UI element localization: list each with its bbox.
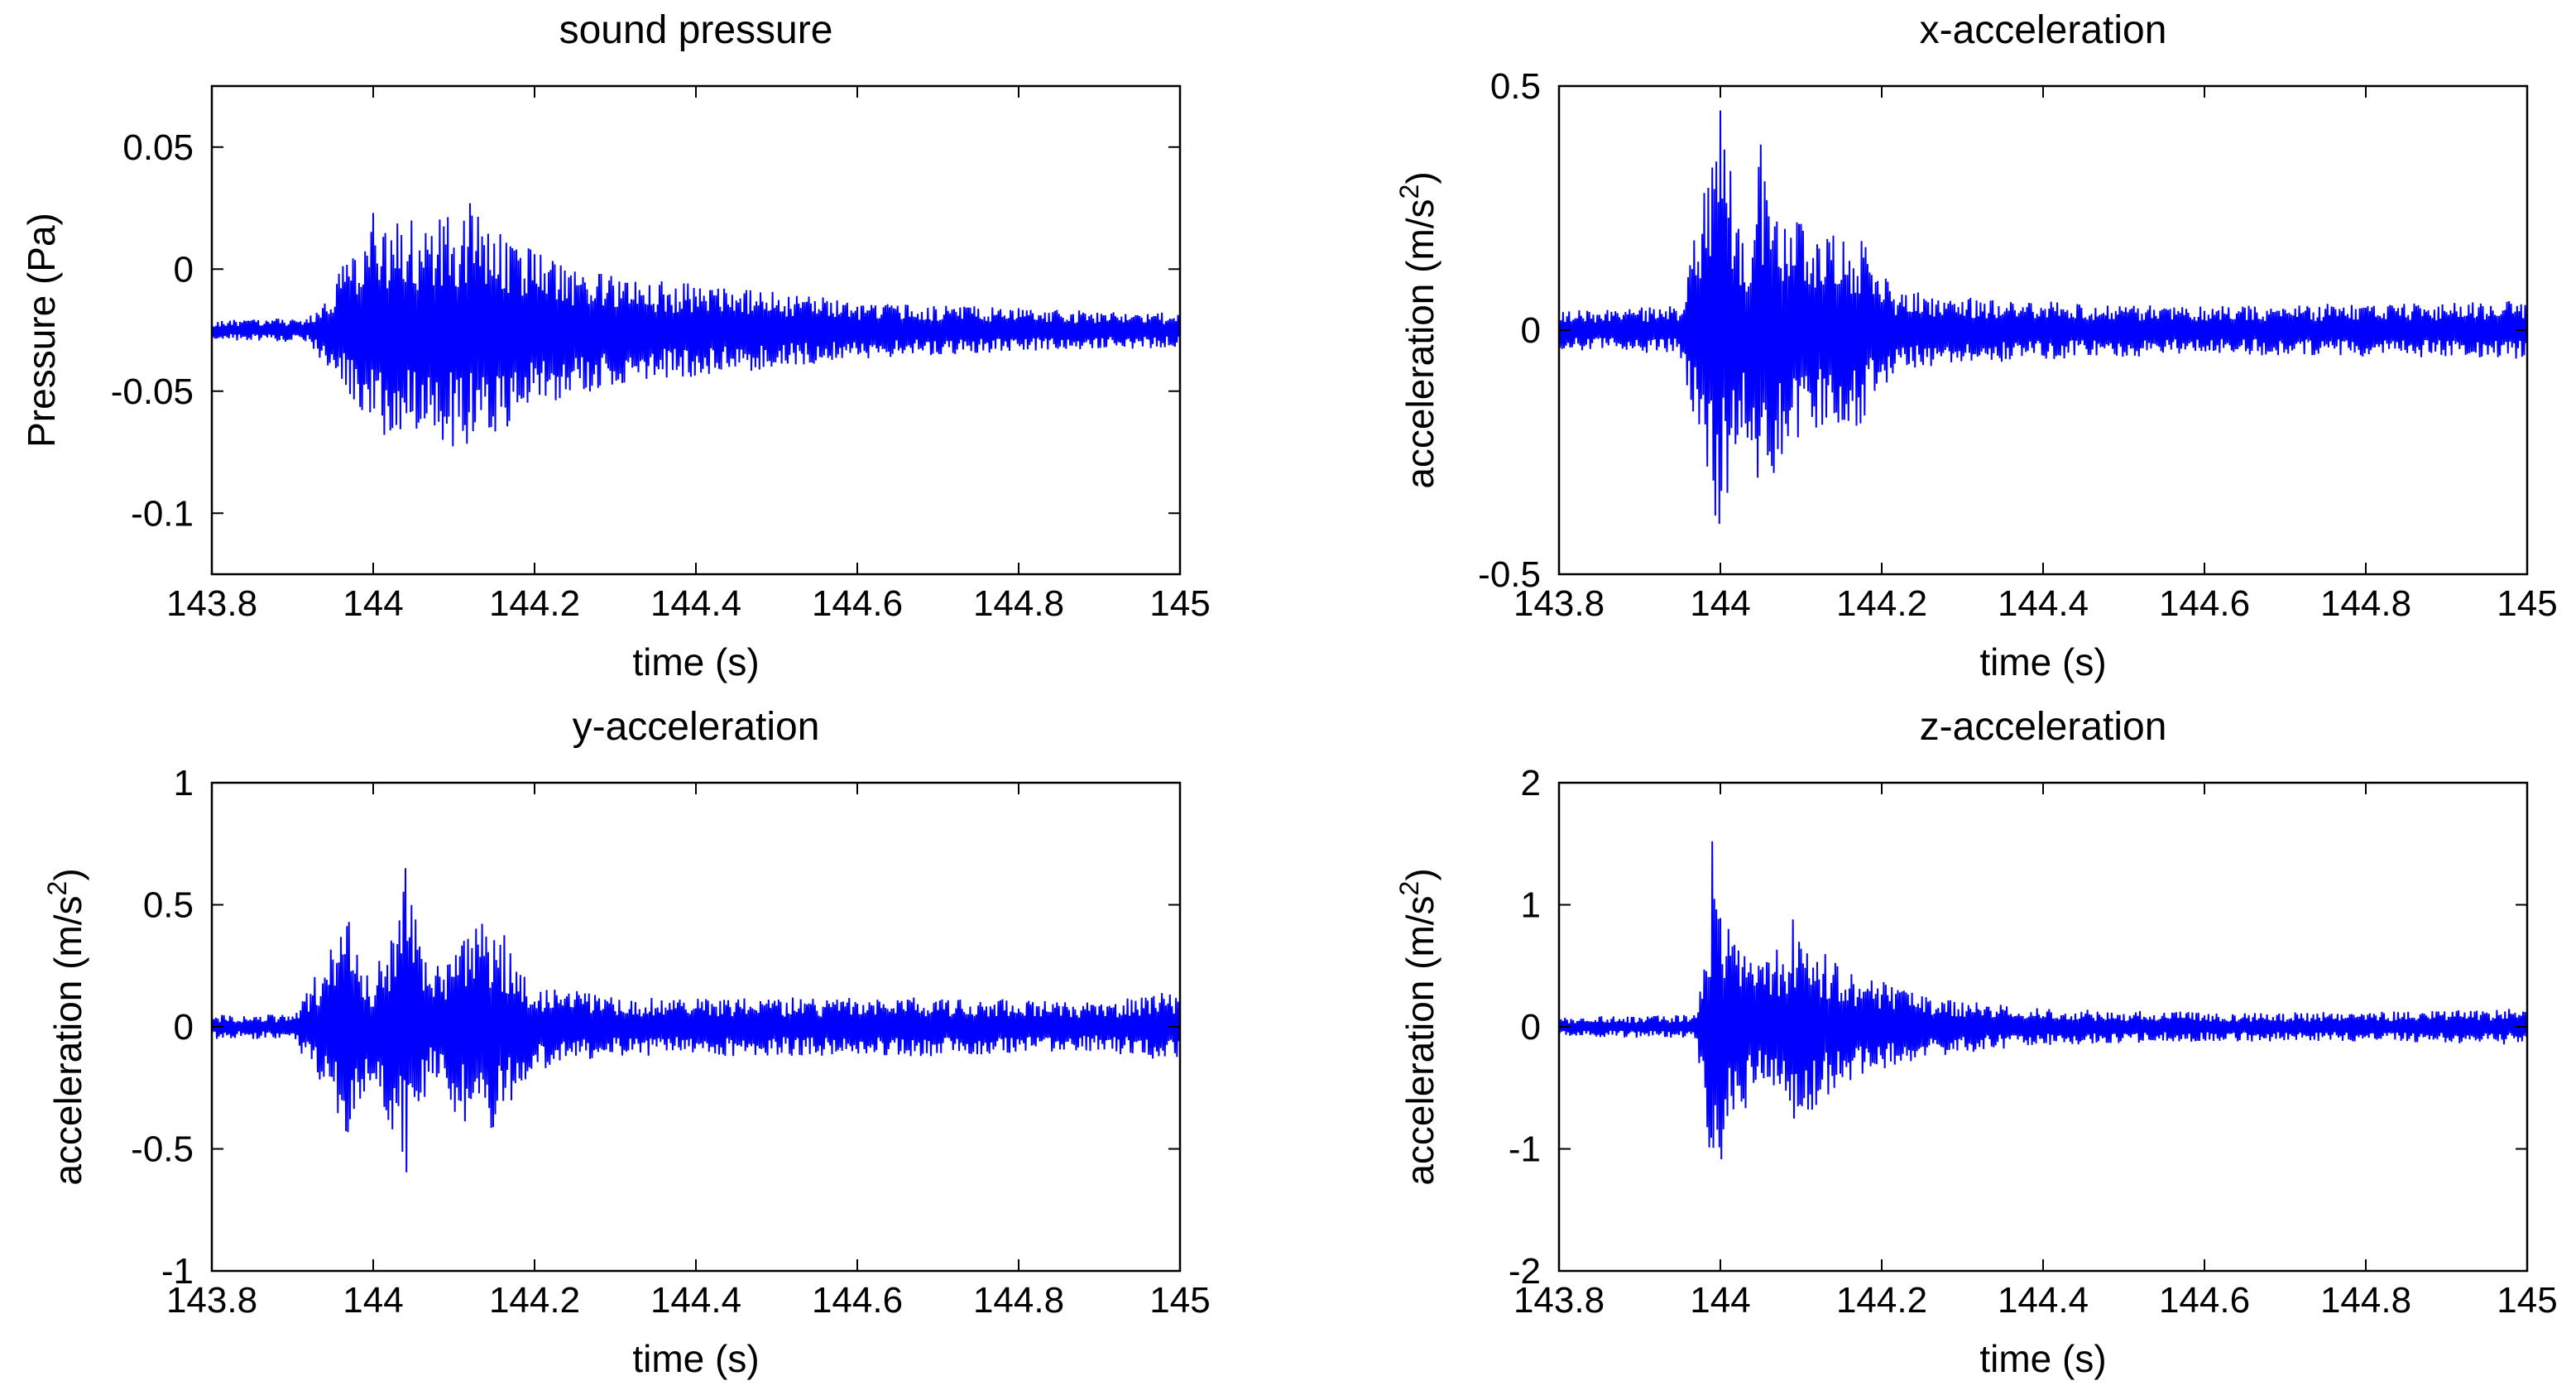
- x-tick-label: 144.2: [1836, 1280, 1927, 1321]
- y-tick-label: -0.05: [111, 372, 194, 412]
- x-tick-label: 144.4: [650, 1280, 741, 1321]
- y-axis-label: acceleration (m/s2): [42, 868, 89, 1185]
- y-tick-label: -0.1: [131, 493, 194, 534]
- x-axis-label: time (s): [1979, 640, 2106, 683]
- chart-panel-2: 143.8 144 144.2 144.4 144.6 144.8 145 -1 -0.5 0 0.…: [42, 705, 1211, 1380]
- x-tick-label: 144.2: [1836, 583, 1927, 624]
- chart-title: x-acceleration: [1920, 8, 2167, 52]
- y-tick-label: 0.05: [122, 127, 194, 168]
- y-tick-label: 0: [1521, 310, 1541, 351]
- x-tick-label: 143.8: [166, 1280, 257, 1321]
- series-line-2-0: [211, 868, 1181, 1172]
- y-tick-label: 0.5: [1490, 66, 1541, 107]
- y-tick-label: 0: [174, 249, 194, 290]
- x-tick-label: 144.6: [2159, 583, 2250, 624]
- y-axis-label: Pressure (Pa): [20, 213, 63, 448]
- y-tick-label: 2: [1521, 763, 1541, 803]
- x-tick-label: 144.2: [489, 1280, 580, 1321]
- y-tick-label: -1: [1509, 1129, 1541, 1170]
- y-tick-label: -0.5: [131, 1129, 194, 1170]
- chart-panel-1: 143.8 144 144.2 144.4 144.6 144.8 145 -0.5 0 0.5 x…: [1394, 8, 2558, 683]
- x-tick-label: 144.6: [2159, 1280, 2250, 1321]
- y-tick-label: 0: [174, 1007, 194, 1048]
- x-tick-label: 144: [1690, 1280, 1750, 1321]
- y-axis-label-superscript: 2: [1394, 881, 1424, 896]
- x-tick-label: 143.8: [1513, 583, 1605, 624]
- y-tick-label: -2: [1509, 1251, 1541, 1292]
- y-axis-label-superscript: 2: [42, 881, 72, 896]
- series-line-3-0: [1558, 841, 2528, 1160]
- y-tick-label: -0.5: [1478, 554, 1541, 595]
- x-tick-label: 144.4: [1998, 583, 2089, 624]
- y-tick-label: -1: [161, 1251, 194, 1292]
- chart-title: z-acceleration: [1920, 705, 2167, 749]
- x-tick-label: 145: [2497, 1280, 2557, 1321]
- chart-title: sound pressure: [559, 8, 833, 52]
- x-tick-label: 144.6: [812, 583, 903, 624]
- x-tick-label: 144.8: [973, 583, 1064, 624]
- x-tick-label: 144.8: [973, 1280, 1064, 1321]
- y-axis-label: acceleration (m/s2): [1394, 868, 1442, 1185]
- chart-panel-3: 143.8 144 144.2 144.4 144.6 144.8 145 -2 -1 0 1 2 z-…: [1394, 705, 2558, 1380]
- y-axis-label-superscript: 2: [1394, 185, 1424, 199]
- x-tick-label: 145: [1149, 583, 1210, 624]
- x-tick-label: 143.8: [166, 583, 257, 624]
- y-axis-label: acceleration (m/s2): [1394, 171, 1442, 488]
- y-tick-label: 0.5: [143, 885, 194, 926]
- x-tick-label: 144.8: [2320, 583, 2411, 624]
- x-axis-label: time (s): [1979, 1337, 2106, 1380]
- y-tick-label: 0: [1521, 1007, 1541, 1048]
- chart-title: y-acceleration: [573, 705, 820, 749]
- series-line-0-0: [211, 203, 1181, 447]
- chart-panel-0: 143.8 144 144.2 144.4 144.6 144.8 145 -0.1 -0.05…: [20, 8, 1211, 683]
- x-tick-label: 144.4: [650, 583, 741, 624]
- x-tick-label: 145: [1149, 1280, 1210, 1321]
- y-tick-label: 1: [174, 763, 194, 803]
- x-tick-label: 143.8: [1513, 1280, 1605, 1321]
- x-axis-label: time (s): [632, 640, 759, 683]
- x-tick-label: 144.4: [1998, 1280, 2089, 1321]
- x-tick-label: 144: [1690, 583, 1750, 624]
- x-tick-label: 144.8: [2320, 1280, 2411, 1321]
- x-tick-label: 144: [343, 583, 403, 624]
- x-tick-label: 145: [2497, 583, 2557, 624]
- x-tick-label: 144: [343, 1280, 403, 1321]
- x-tick-label: 144.2: [489, 583, 580, 624]
- x-tick-label: 144.6: [812, 1280, 903, 1321]
- series-line-1-0: [1558, 110, 2528, 525]
- x-axis-label: time (s): [632, 1337, 759, 1380]
- y-tick-label: 1: [1521, 885, 1541, 926]
